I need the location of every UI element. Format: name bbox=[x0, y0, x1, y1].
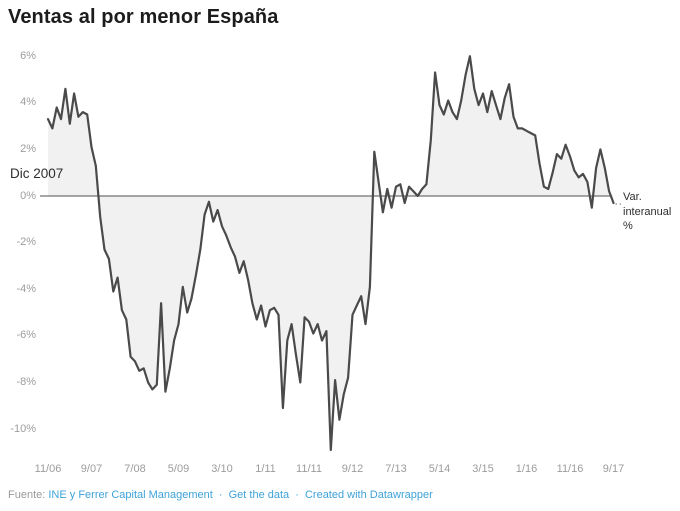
x-tick-label: 1/11 bbox=[255, 463, 276, 475]
x-tick-label: 1/16 bbox=[515, 463, 538, 475]
y-tick-label: 4% bbox=[20, 96, 36, 109]
x-tick-label: 3/10 bbox=[211, 463, 233, 475]
x-tick-label: 11/16 bbox=[556, 463, 584, 475]
footer-link-get-data[interactable]: Get the data bbox=[228, 489, 290, 501]
x-tick-label: 11/11 bbox=[296, 463, 322, 475]
y-tick-label: -10% bbox=[10, 422, 36, 435]
annotation-line: interanual bbox=[623, 205, 672, 218]
y-tick-label: -6% bbox=[16, 329, 36, 342]
annotation-dic-2007: Dic 2007 bbox=[10, 166, 64, 181]
footer-link-datawrapper[interactable]: Created with Datawrapper bbox=[304, 489, 433, 501]
y-tick-label: 0% bbox=[20, 189, 36, 202]
x-tick-label: 5/09 bbox=[167, 463, 190, 475]
series-line bbox=[46, 55, 615, 452]
x-tick-label: 9/12 bbox=[341, 463, 364, 475]
annotation-line: Var. bbox=[623, 191, 642, 203]
x-tick-label: 5/14 bbox=[428, 463, 451, 475]
footer-separator: · bbox=[295, 489, 299, 501]
x-tick-label: 11/06 bbox=[34, 463, 62, 475]
footer-link-source[interactable]: INE y Ferrer Capital Management bbox=[48, 489, 213, 501]
y-tick-label: -8% bbox=[16, 375, 36, 388]
x-tick-label: 9/17 bbox=[602, 463, 625, 475]
y-tick-label: 2% bbox=[20, 142, 36, 155]
annotation-line: % bbox=[623, 220, 633, 232]
footer-source-prefix: Fuente: bbox=[8, 489, 46, 501]
x-tick-label: 9/07 bbox=[80, 463, 103, 475]
y-tick-label: -2% bbox=[16, 236, 36, 249]
x-tick-label: 7/08 bbox=[124, 463, 146, 475]
y-tick-label: -4% bbox=[16, 282, 36, 295]
y-tick-label: 6% bbox=[20, 49, 36, 62]
chart-title: Ventas al por menor España bbox=[8, 6, 279, 28]
annotation-series-end-label: Var. interanual% bbox=[623, 190, 671, 234]
series-area bbox=[48, 56, 614, 450]
footer-separator: · bbox=[218, 489, 223, 501]
x-tick-label: 7/13 bbox=[385, 463, 407, 475]
x-tick-label: 3/15 bbox=[472, 463, 494, 475]
footer: Fuente: INE y Ferrer Capital Management … bbox=[8, 489, 433, 501]
